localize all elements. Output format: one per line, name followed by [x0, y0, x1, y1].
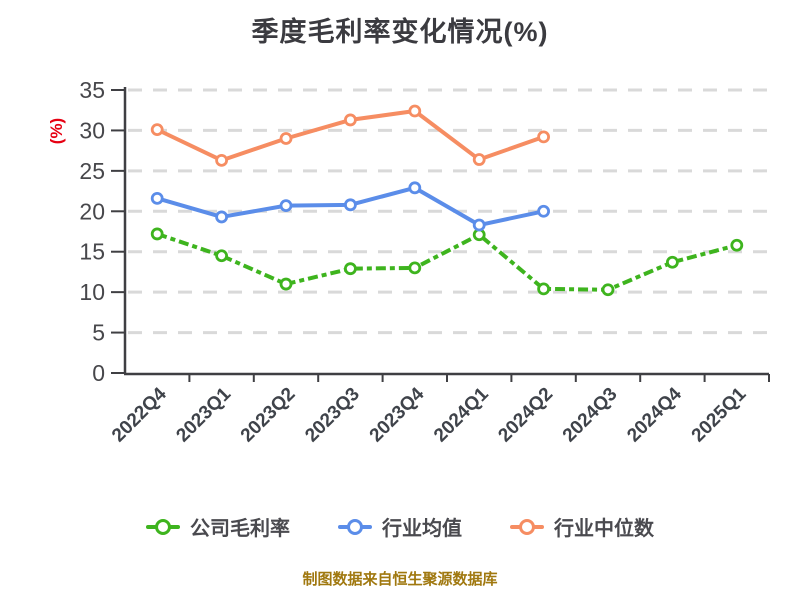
data-point-公司毛利率-2023Q2	[279, 277, 293, 291]
data-point-行业均值-2022Q4	[150, 191, 164, 205]
x-label-2022Q4: 2022Q4	[108, 383, 171, 446]
data-point-行业中位数-2023Q2	[279, 132, 293, 145]
legend-marker-industry-median	[510, 518, 544, 535]
series-line-公司毛利率	[156, 232, 738, 292]
data-point-行业均值-2023Q2	[279, 199, 293, 213]
data-point-行业均值-2024Q2	[537, 204, 550, 218]
y-tick-label-10: 10	[79, 279, 105, 305]
data-point-公司毛利率-2024Q3	[601, 283, 615, 297]
legend-item-industry-median[interactable]: 行业中位数	[510, 512, 654, 541]
data-point-公司毛利率-2023Q4	[408, 261, 422, 275]
x-label-2023Q1: 2023Q1	[172, 383, 235, 446]
legend-label-industry-average: 行业均值	[382, 518, 462, 540]
legend-label-industry-median: 行业中位数	[554, 518, 654, 540]
data-point-行业中位数-2024Q1	[472, 153, 486, 166]
data-source-note: 制图数据来自恒生聚源数据库	[302, 571, 498, 588]
x-label-2024Q2: 2024Q2	[494, 384, 557, 447]
x-label-2023Q4: 2023Q4	[366, 383, 429, 446]
data-point-行业中位数-2024Q2	[537, 130, 550, 144]
legend-label-company-margin: 公司毛利率	[190, 518, 290, 540]
data-point-公司毛利率-2024Q4	[666, 255, 679, 269]
data-point-行业均值-2024Q1	[472, 218, 486, 232]
y-tick-label-15: 15	[79, 239, 105, 265]
x-label-2024Q3: 2024Q3	[559, 384, 622, 447]
y-tick-label-30: 30	[79, 117, 105, 143]
legend-ring-icon	[347, 518, 363, 535]
y-tick-label-5: 5	[92, 320, 105, 346]
x-label-2024Q1: 2024Q1	[430, 383, 493, 446]
x-label-2024Q4: 2024Q4	[623, 383, 686, 446]
data-point-公司毛利率-2023Q1	[215, 249, 229, 263]
data-point-行业中位数-2023Q4	[408, 104, 422, 118]
y-tick-label-0: 0	[92, 360, 105, 386]
legend-marker-company-margin	[146, 518, 180, 535]
data-point-公司毛利率-2023Q3	[343, 262, 357, 276]
legend-ring-icon	[519, 518, 535, 535]
data-point-行业均值-2023Q1	[215, 210, 229, 224]
x-label-2023Q2: 2023Q2	[237, 384, 300, 447]
y-tick-label-25: 25	[79, 158, 105, 184]
legend-item-industry-average[interactable]: 行业均值	[338, 512, 462, 541]
chart-legend: 公司毛利率 行业均值 行业中位数	[0, 512, 800, 541]
legend-marker-industry-average	[338, 518, 372, 535]
data-point-行业均值-2023Q4	[408, 181, 422, 195]
y-tick-label-35: 35	[79, 77, 105, 103]
data-point-公司毛利率-2025Q1	[730, 238, 744, 252]
chart-title: 季度毛利率变化情况(%)	[251, 17, 549, 47]
legend-ring-icon	[155, 518, 171, 535]
y-axis-unit-label: (%)	[47, 118, 66, 144]
data-point-行业中位数-2022Q4	[150, 123, 164, 137]
legend-item-company-margin[interactable]: 公司毛利率	[146, 512, 290, 541]
x-label-2025Q1: 2025Q1	[688, 383, 751, 446]
data-point-行业中位数-2023Q3	[343, 113, 357, 127]
data-point-公司毛利率-2022Q4	[150, 227, 164, 241]
data-point-行业中位数-2023Q1	[215, 153, 229, 167]
x-label-2023Q3: 2023Q3	[301, 384, 364, 447]
data-point-行业均值-2023Q3	[343, 198, 357, 212]
data-point-公司毛利率-2024Q2	[537, 282, 550, 296]
y-tick-label-20: 20	[79, 198, 105, 224]
